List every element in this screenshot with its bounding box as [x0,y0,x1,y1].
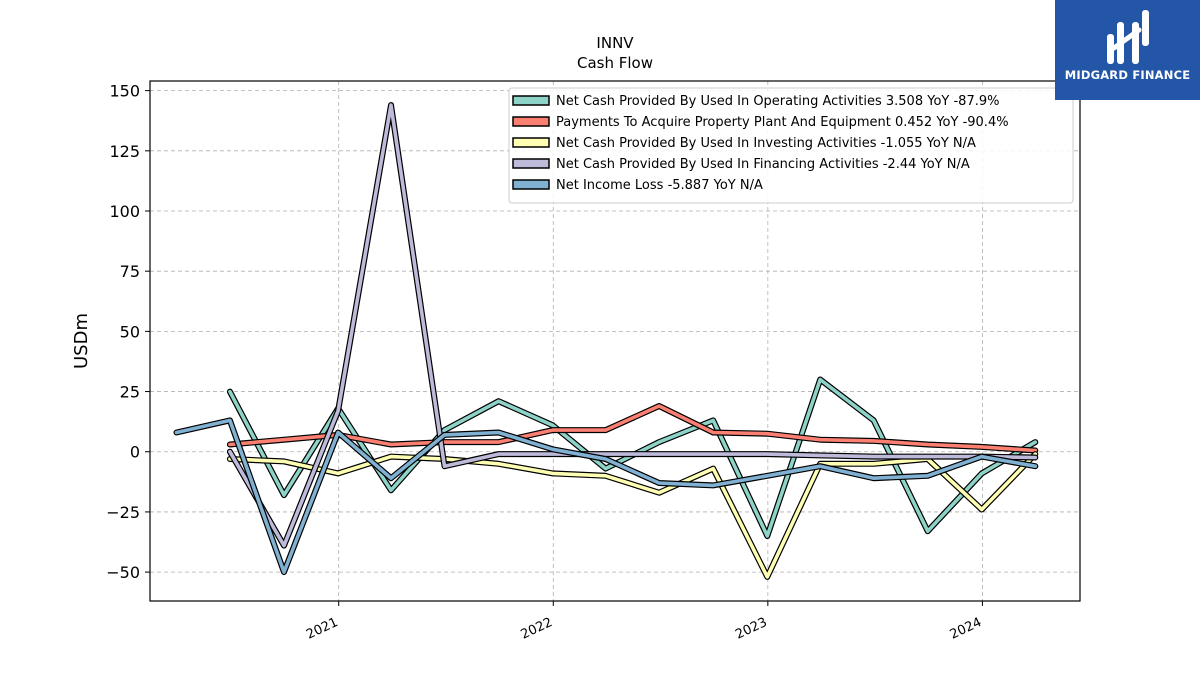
chart-title: INNV [596,34,634,52]
legend-label-3: Net Cash Provided By Used In Investing A… [556,136,976,151]
y-tick-label: 75 [120,262,140,281]
brand-logo-icon [1107,10,1149,64]
legend-label-1: Net Cash Provided By Used In Operating A… [556,94,999,109]
y-tick-label: 0 [130,443,140,462]
y-axis-label: USDm [71,313,92,369]
y-tick-label: 150 [109,82,140,101]
plot-frame [149,80,1081,602]
series-line-2 [228,404,1038,453]
x-axis: 2021 2022 2023 2024 [304,601,984,643]
brand-logo: MIDGARD FINANCE [1055,0,1200,100]
x-tick-label: 2024 [948,615,984,643]
legend-swatch-2 [512,116,550,127]
series-line-5 [174,418,1038,574]
y-tick-label: 100 [109,202,140,221]
legend-swatch-1 [512,95,550,106]
y-tick-label: −25 [106,503,140,522]
brand-name: MIDGARD FINANCE [1064,68,1191,82]
legend-label-2: Payments To Acquire Property Plant And E… [556,115,1009,130]
x-tick-label: 2022 [519,615,555,643]
chart-subtitle: Cash Flow [577,54,653,72]
series-line-4 [228,103,1038,548]
y-tick-label: −50 [106,563,140,582]
legend: Net Cash Provided By Used In Operating A… [508,87,1074,204]
legend-swatch-4 [512,158,550,169]
y-tick-label: 125 [109,142,140,161]
legend-swatch-5 [512,179,550,190]
x-tick-label: 2023 [733,615,769,643]
legend-swatch-3 [512,137,550,148]
legend-label-5: Net Income Loss -5.887 YoY N/A [556,178,763,193]
series-lines [173,102,1039,580]
y-tick-label: 25 [120,383,140,402]
legend-box [508,87,1074,204]
legend-label-4: Net Cash Provided By Used In Financing A… [556,157,970,172]
x-tick-label: 2021 [304,615,340,643]
y-tick-label: 50 [120,322,140,341]
y-axis: −50 −25 0 25 50 75 100 125 150 [106,82,150,582]
series-line-3 [228,452,1038,579]
